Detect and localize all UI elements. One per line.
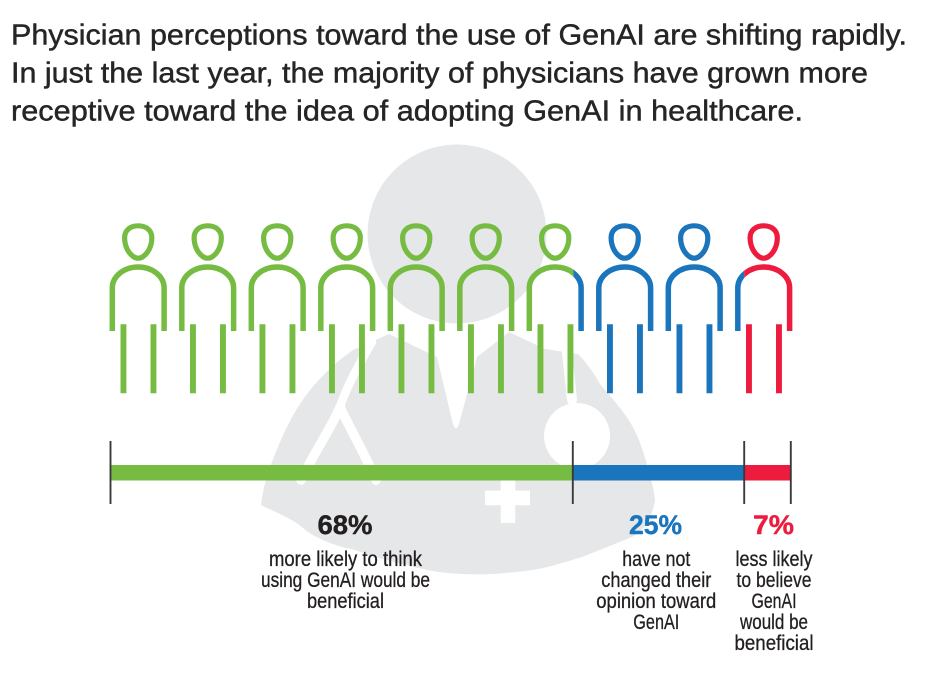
svg-text:changed their: changed their xyxy=(601,569,711,592)
svg-text:68%: 68% xyxy=(318,510,373,540)
svg-text:to believe: to believe xyxy=(737,569,812,592)
svg-text:beneficial: beneficial xyxy=(735,632,814,655)
svg-text:less likely: less likely xyxy=(736,548,813,571)
svg-text:GenAI: GenAI xyxy=(633,611,679,634)
svg-text:GenAI: GenAI xyxy=(752,590,797,613)
svg-text:receptive toward the idea of a: receptive toward the idea of adopting Ge… xyxy=(11,95,803,127)
svg-text:more likely to think: more likely to think xyxy=(269,548,422,571)
svg-text:7%: 7% xyxy=(753,510,794,540)
svg-text:opinion toward: opinion toward xyxy=(596,590,716,613)
svg-text:have not: have not xyxy=(622,548,690,571)
svg-text:would be: would be xyxy=(739,611,808,634)
svg-text:25%: 25% xyxy=(629,510,682,540)
svg-text:beneficial: beneficial xyxy=(307,590,384,613)
svg-text:In just the last year, the maj: In just the last year, the majority of p… xyxy=(11,57,868,89)
svg-text:Physician perceptions toward t: Physician perceptions toward the use of … xyxy=(11,19,907,51)
svg-text:using GenAI would be: using GenAI would be xyxy=(261,569,430,592)
